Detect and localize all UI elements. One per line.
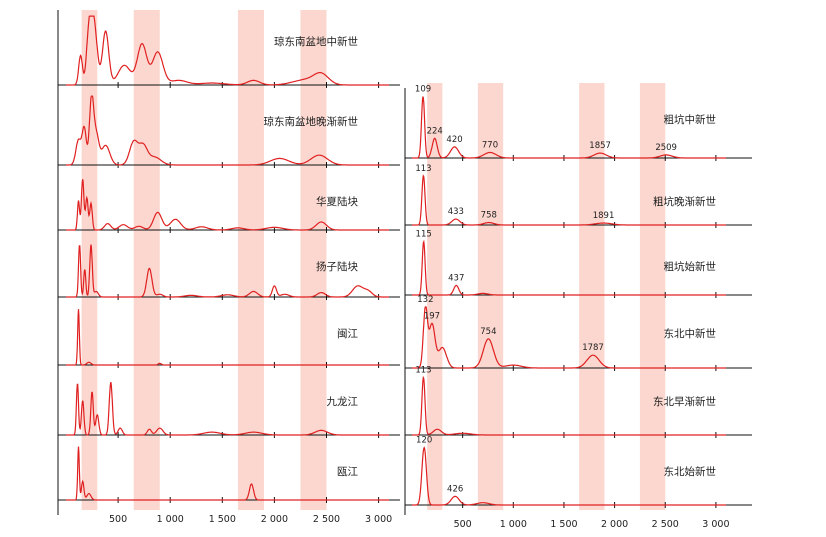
x-tick-label-0-1: 1 000 bbox=[157, 514, 184, 525]
panel-label-1-1: 粗坑晚渐新世 bbox=[653, 195, 716, 208]
age-band-1-1 bbox=[477, 83, 504, 510]
kde-curve-1-4 bbox=[412, 375, 726, 436]
panel-label-0-2: 华夏陆块 bbox=[316, 195, 358, 208]
curves bbox=[66, 15, 726, 506]
peak-label-1-3-1: 197 bbox=[424, 311, 440, 321]
kde-curve-0-0 bbox=[66, 15, 389, 86]
peak-label-1-2-1: 437 bbox=[448, 273, 464, 283]
kde-curve-0-4 bbox=[66, 309, 389, 366]
x-tick-label-1-4: 2 500 bbox=[652, 519, 679, 530]
x-tick-label-1-5: 3 000 bbox=[702, 519, 729, 530]
panel-label-1-0: 粗坑中新世 bbox=[664, 113, 717, 126]
peak-label-1-3-2: 754 bbox=[480, 327, 496, 337]
age-band-1-3 bbox=[639, 83, 666, 510]
peak-label-1-4-0: 113 bbox=[415, 366, 431, 376]
age-band-1-0 bbox=[427, 83, 443, 510]
peak-label-1-0-1: 224 bbox=[427, 126, 443, 136]
peak-label-1-1-2: 758 bbox=[481, 211, 497, 221]
peak-label-1-0-5: 2509 bbox=[655, 143, 677, 153]
x-tick-label-1-2: 1 500 bbox=[550, 519, 577, 530]
age-band-0-1 bbox=[133, 10, 160, 510]
panel-label-1-4: 东北早渐新世 bbox=[653, 395, 716, 408]
kde-curve-0-6 bbox=[66, 446, 389, 501]
kde-curve-0-2 bbox=[66, 179, 389, 231]
kde-curve-1-1 bbox=[412, 174, 726, 226]
panel-label-0-6: 瓯江 bbox=[337, 466, 358, 478]
panel-label-0-5: 九龙江 bbox=[327, 395, 359, 408]
kde-curve-0-1 bbox=[66, 95, 389, 166]
kde-curve-1-2 bbox=[412, 239, 726, 296]
panel-label-1-5: 东北始新世 bbox=[664, 465, 717, 478]
x-tick-label-0-4: 2 500 bbox=[313, 514, 340, 525]
peak-label-1-0-3: 770 bbox=[482, 140, 498, 150]
x-tick-label-1-0: 500 bbox=[454, 519, 472, 530]
peak-label-1-3-0: 132 bbox=[417, 295, 433, 305]
peak-label-1-3-3: 1787 bbox=[582, 343, 604, 353]
x-tick-label-1-1: 1 000 bbox=[500, 519, 527, 530]
panel-label-0-0: 琼东南盆地中新世 bbox=[274, 35, 358, 48]
peak-label-1-5-1: 426 bbox=[447, 484, 463, 494]
peak-label-1-2-0: 115 bbox=[416, 230, 432, 240]
kde-curve-1-3 bbox=[412, 306, 726, 369]
peak-label-1-0-0: 109 bbox=[415, 84, 431, 94]
peak-label-1-5-0: 120 bbox=[416, 436, 432, 446]
x-tick-label-0-5: 3 000 bbox=[365, 514, 392, 525]
kde-curve-1-0 bbox=[412, 96, 726, 159]
x-tick-label-0-3: 2 000 bbox=[261, 514, 288, 525]
age-bands bbox=[81, 10, 666, 510]
panel-label-1-3: 东北中新世 bbox=[664, 327, 717, 340]
panel-label-1-2: 粗坑始新世 bbox=[664, 260, 717, 273]
age-band-0-2 bbox=[237, 10, 264, 510]
peak-label-1-1-3: 1891 bbox=[593, 211, 615, 221]
age-band-0-3 bbox=[300, 10, 327, 510]
peak-label-1-0-2: 420 bbox=[446, 135, 462, 145]
x-tick-label-0-2: 1 500 bbox=[209, 514, 236, 525]
x-tick-label-1-3: 2 000 bbox=[601, 519, 628, 530]
kde-curve-0-5 bbox=[66, 382, 389, 436]
x-tick-label-0-0: 500 bbox=[109, 514, 127, 525]
age-band-1-2 bbox=[579, 83, 605, 510]
peak-label-1-1-0: 113 bbox=[415, 164, 431, 174]
kde-curve-1-5 bbox=[412, 446, 726, 506]
peak-label-1-1-1: 433 bbox=[448, 207, 464, 217]
panel-label-0-1: 琼东南盆地晚渐新世 bbox=[264, 115, 359, 128]
panel-label-0-3: 扬子陆块 bbox=[316, 260, 358, 273]
peak-label-1-0-4: 1857 bbox=[589, 141, 611, 151]
kde-curve-0-3 bbox=[66, 244, 389, 298]
panel-label-0-4: 闽江 bbox=[337, 327, 358, 340]
